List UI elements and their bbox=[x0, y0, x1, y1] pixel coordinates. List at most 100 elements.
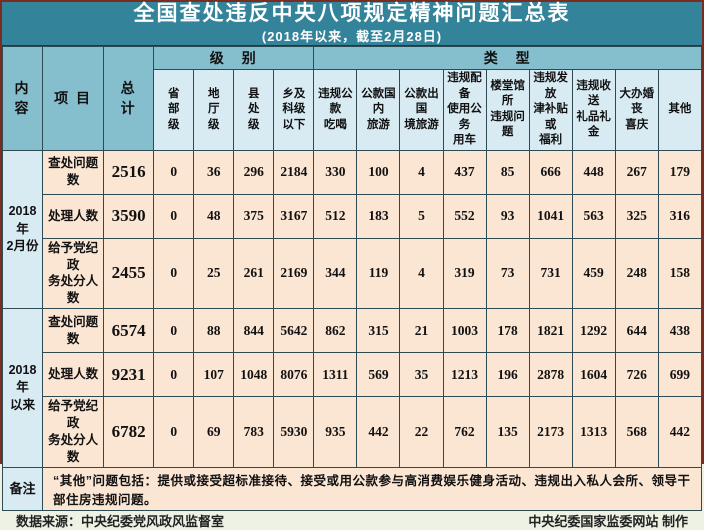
col-header-type-allowances: 违规发放 津补贴或 福利 bbox=[528, 69, 573, 151]
note-label: 备注 bbox=[1, 466, 44, 511]
data-cell: 844 bbox=[233, 308, 275, 354]
data-cell: 726 bbox=[614, 352, 659, 398]
data-cell: 85 bbox=[485, 149, 530, 195]
period-feb-2018: 2018年 2月份 bbox=[1, 149, 44, 310]
data-cell: 1313 bbox=[571, 396, 616, 468]
data-cell: 512 bbox=[313, 193, 358, 239]
data-cell: 196 bbox=[485, 352, 530, 398]
data-cell: 48 bbox=[193, 193, 235, 239]
data-cell: 644 bbox=[614, 308, 659, 354]
total-cell: 2516 bbox=[103, 149, 155, 195]
header-item: 项 目 bbox=[42, 46, 105, 151]
table-row: 处理人数 9231 0 107 1048 8076 1311 569 35 12… bbox=[3, 352, 703, 398]
data-cell: 568 bbox=[614, 396, 659, 468]
data-cell: 0 bbox=[153, 193, 195, 239]
data-cell: 1213 bbox=[442, 352, 487, 398]
col-header-prefecture-level: 地 厅 级 bbox=[193, 69, 235, 151]
col-header-type-buildings: 楼堂馆所 违规问题 bbox=[485, 69, 530, 151]
data-cell: 862 bbox=[313, 308, 358, 354]
data-cell: 316 bbox=[657, 193, 703, 239]
data-source-text: 数据来源：中央纪委党风政风监督室 bbox=[16, 513, 225, 529]
data-cell: 1048 bbox=[233, 352, 275, 398]
data-cell: 8076 bbox=[273, 352, 315, 398]
data-cell: 438 bbox=[657, 308, 703, 354]
data-cell: 935 bbox=[313, 396, 358, 468]
row-label: 处理人数 bbox=[42, 193, 105, 239]
data-cell: 5642 bbox=[273, 308, 315, 354]
data-cell: 563 bbox=[571, 193, 616, 239]
data-cell: 183 bbox=[356, 193, 401, 239]
header-group-level: 级 别 bbox=[153, 46, 315, 71]
col-header-type-gifts: 违规收送 礼品礼金 bbox=[571, 69, 616, 151]
col-header-county-level: 县 处 级 bbox=[233, 69, 275, 151]
data-cell: 0 bbox=[153, 308, 195, 354]
data-cell: 100 bbox=[356, 149, 401, 195]
data-cell: 158 bbox=[657, 237, 703, 310]
table-row: 给予党纪政 务处分人数 2455 0 25 261 2169 344 119 4… bbox=[3, 237, 703, 310]
data-cell: 21 bbox=[399, 308, 444, 354]
data-cell: 4 bbox=[399, 149, 444, 195]
data-cell: 93 bbox=[485, 193, 530, 239]
table-row: 给予党纪政 务处分人数 6782 0 69 783 5930 935 442 2… bbox=[3, 396, 703, 468]
data-cell: 4 bbox=[399, 237, 444, 310]
data-cell: 0 bbox=[153, 396, 195, 468]
total-cell: 2455 bbox=[103, 237, 155, 310]
data-cell: 699 bbox=[657, 352, 703, 398]
note-text: “其他”问题包括：提供或接受超标准接待、接受或用公款参与高消费娱乐健身活动、违规… bbox=[42, 466, 702, 511]
data-cell: 762 bbox=[442, 396, 487, 468]
data-cell: 1003 bbox=[442, 308, 487, 354]
row-label: 查处问题数 bbox=[42, 149, 105, 195]
data-cell: 22 bbox=[399, 396, 444, 468]
data-cell: 25 bbox=[193, 237, 235, 310]
data-cell: 448 bbox=[571, 149, 616, 195]
credit-text: 中央纪委国家监委网站 制作 bbox=[528, 513, 688, 529]
table-row: 处理人数 3590 0 48 375 3167 512 183 5 552 93… bbox=[3, 193, 703, 239]
row-label: 查处问题数 bbox=[42, 308, 105, 354]
data-cell: 35 bbox=[399, 352, 444, 398]
data-cell: 248 bbox=[614, 237, 659, 310]
col-header-province-level: 省 部 级 bbox=[153, 69, 195, 151]
data-cell: 0 bbox=[153, 352, 195, 398]
data-cell: 315 bbox=[356, 308, 401, 354]
data-cell: 442 bbox=[356, 396, 401, 468]
data-cell: 0 bbox=[153, 237, 195, 310]
data-cell: 73 bbox=[485, 237, 530, 310]
data-cell: 5 bbox=[399, 193, 444, 239]
header-content: 内 容 bbox=[1, 46, 44, 151]
row-label: 给予党纪政 务处分人数 bbox=[42, 396, 105, 468]
data-cell: 375 bbox=[233, 193, 275, 239]
data-cell: 36 bbox=[193, 149, 235, 195]
data-cell: 1041 bbox=[528, 193, 573, 239]
col-header-type-ceremonies: 大办婚丧 喜庆 bbox=[614, 69, 659, 151]
table-row: 2018年 以来 查处问题数 6574 0 88 844 5642 862 31… bbox=[1, 308, 703, 468]
data-cell: 179 bbox=[657, 149, 703, 195]
data-cell: 296 bbox=[233, 149, 275, 195]
col-header-type-official-cars: 违规配备 使用公务 用车 bbox=[442, 69, 487, 151]
data-cell: 1292 bbox=[571, 308, 616, 354]
note-row: 备注 “其他”问题包括：提供或接受超标准接待、接受或用公款参与高消费娱乐健身活动… bbox=[1, 466, 702, 511]
data-cell: 2173 bbox=[528, 396, 573, 468]
data-cell: 69 bbox=[193, 396, 235, 468]
data-cell: 344 bbox=[313, 237, 358, 310]
data-cell: 319 bbox=[442, 237, 487, 310]
footer-bar: 数据来源：中央纪委党风政风监督室 中央纪委国家监委网站 制作 bbox=[2, 510, 702, 530]
data-cell: 119 bbox=[356, 237, 401, 310]
row-label: 处理人数 bbox=[42, 352, 105, 398]
data-cell: 2184 bbox=[273, 149, 315, 195]
data-cell: 261 bbox=[233, 237, 275, 310]
data-cell: 178 bbox=[485, 308, 530, 354]
data-cell: 459 bbox=[571, 237, 616, 310]
data-cell: 88 bbox=[193, 308, 235, 354]
total-cell: 3590 bbox=[103, 193, 155, 239]
total-cell: 9231 bbox=[103, 352, 155, 398]
data-cell: 330 bbox=[313, 149, 358, 195]
col-header-township-level: 乡及 科级 以下 bbox=[273, 69, 315, 151]
header-sub-row: 省 部 级 地 厅 级 县 处 级 乡及 科级 以下 违规公款 吃喝 公款国内 … bbox=[3, 69, 703, 151]
col-header-type-dining: 违规公款 吃喝 bbox=[313, 69, 358, 151]
col-header-type-domestic-travel: 公款国内 旅游 bbox=[356, 69, 401, 151]
data-cell: 135 bbox=[485, 396, 530, 468]
period-since-2018: 2018年 以来 bbox=[1, 308, 44, 468]
data-cell: 2169 bbox=[273, 237, 315, 310]
data-cell: 5930 bbox=[273, 396, 315, 468]
